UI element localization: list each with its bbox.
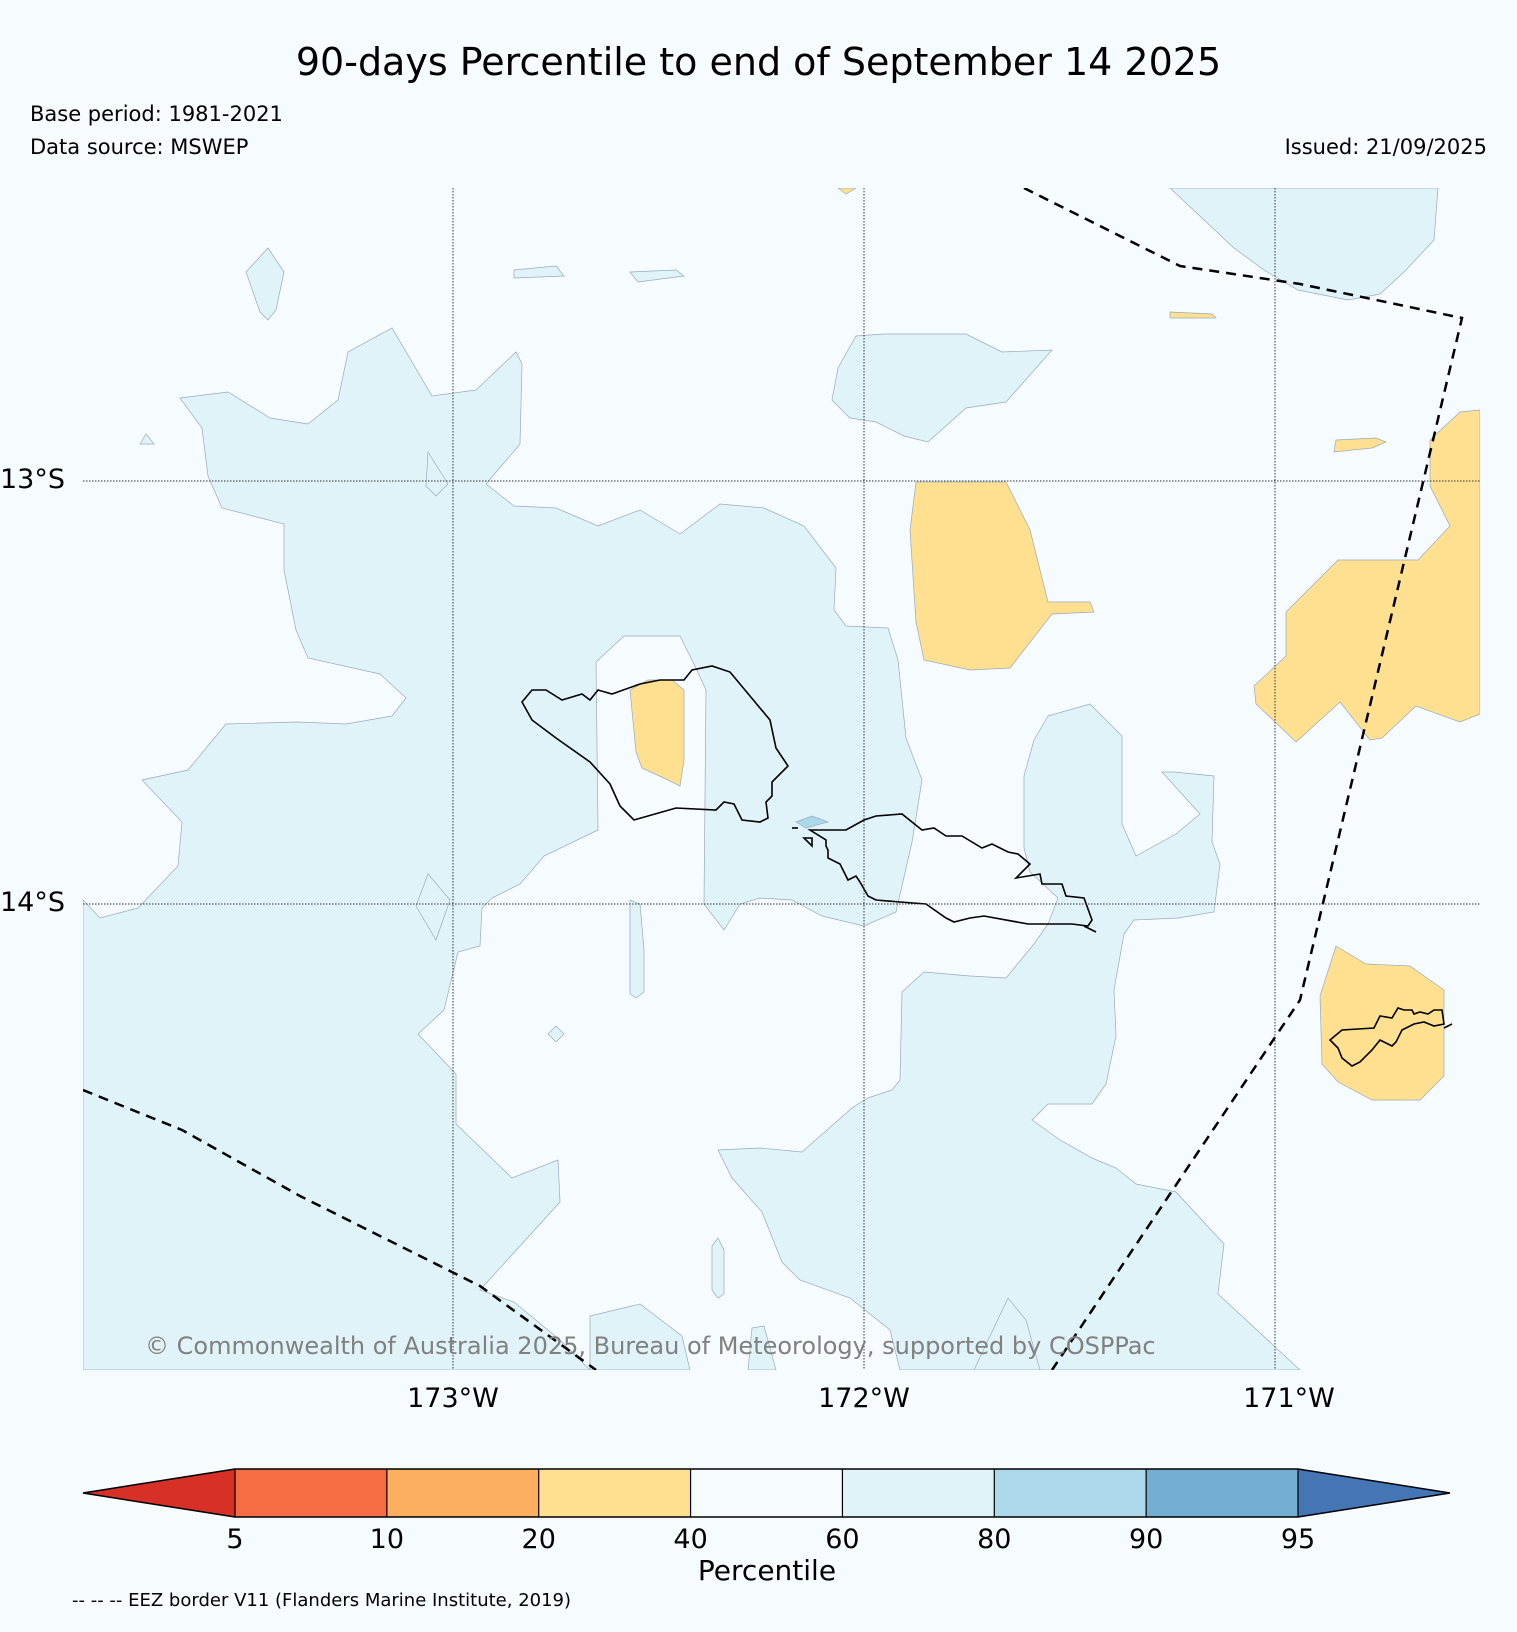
colorbar-segment-20-40 xyxy=(538,1469,691,1517)
colorbar-tick-label: 10 xyxy=(370,1524,404,1555)
colorbar-extension-high xyxy=(1298,1469,1450,1517)
colorbar-segment-10-20 xyxy=(386,1469,539,1517)
coastline-upolu-tail xyxy=(1083,925,1097,933)
data-source-text: Data source: MSWEP xyxy=(30,135,249,159)
coastline-tutuila xyxy=(1328,1007,1445,1067)
gridlines xyxy=(83,188,1480,1370)
colorbar-label: Percentile xyxy=(698,1554,836,1587)
colorbar-tick-label: 60 xyxy=(825,1524,859,1555)
base-period-text: Base period: 1981-2021 xyxy=(30,102,283,126)
colorbar-tick-label: 40 xyxy=(673,1524,707,1555)
region-60-80-small-i xyxy=(747,1325,777,1370)
region-60-80-north-central xyxy=(831,333,1053,443)
region-20-40-small-c xyxy=(837,188,857,195)
region-60-80-small-e xyxy=(629,899,645,999)
region-60-80-small-c xyxy=(629,269,685,283)
region-60-80-west xyxy=(83,327,923,1370)
region-20-40-small-a xyxy=(1333,437,1387,453)
region-80-90-small xyxy=(795,815,830,829)
colorbar: 5 10 20 40 60 80 90 95 xyxy=(82,1468,1451,1555)
region-60-80-small-b xyxy=(513,265,565,279)
region-20-40-east xyxy=(1253,409,1480,743)
colorbar-segment-5-10 xyxy=(235,1469,387,1517)
eez-footnote: -- -- -- EEZ border V11 (Flanders Marine… xyxy=(72,1590,572,1611)
colorbar-tick-label: 90 xyxy=(1129,1524,1163,1555)
colorbar-segment-90-95 xyxy=(1146,1469,1298,1517)
coastline-tutuila-tail xyxy=(1443,1023,1453,1029)
colorbar-tick-label: 80 xyxy=(977,1524,1011,1555)
lat-label-13s: 13°S xyxy=(0,464,65,495)
region-20-40-small-b xyxy=(1169,311,1217,319)
colorbar-tick-label: 95 xyxy=(1281,1524,1315,1555)
colorbar-tick-label: 20 xyxy=(522,1524,556,1555)
colorbar-segment-80-90 xyxy=(994,1469,1147,1517)
coastline-savaii xyxy=(521,665,790,823)
coastline-manono xyxy=(802,837,813,848)
region-60-80-small-h xyxy=(589,1303,691,1370)
region-20-40-southeast xyxy=(1319,945,1445,1101)
region-60-80-small-j xyxy=(973,1297,1041,1370)
eez-border-south xyxy=(83,1088,597,1370)
lon-label-172w: 172°W xyxy=(818,1383,910,1414)
region-60-80-small-d xyxy=(139,433,155,445)
colorbar-segment-40-60 xyxy=(690,1469,843,1517)
colorbar-extension-low xyxy=(83,1469,235,1517)
eez-border-north xyxy=(1023,188,1464,1370)
region-60-80-small-a xyxy=(245,247,285,321)
region-60-80-small-f xyxy=(547,1025,565,1043)
map-title: 90-days Percentile to end of September 1… xyxy=(295,40,1222,84)
colorbar-tick-label: 5 xyxy=(226,1524,243,1555)
lon-label-173w: 173°W xyxy=(407,1383,499,1414)
coastline-upolu xyxy=(807,813,1093,927)
lat-label-14s: 14°S xyxy=(0,887,65,918)
copyright-text: © Commonwealth of Australia 2025, Bureau… xyxy=(145,1332,1156,1360)
lon-label-171w: 171°W xyxy=(1243,1383,1335,1414)
region-20-40-central xyxy=(909,481,1095,671)
region-60-80-small-g xyxy=(711,1237,725,1299)
issued-date-text: Issued: 21/09/2025 xyxy=(1284,135,1487,159)
colorbar-segment-60-80 xyxy=(842,1469,995,1517)
